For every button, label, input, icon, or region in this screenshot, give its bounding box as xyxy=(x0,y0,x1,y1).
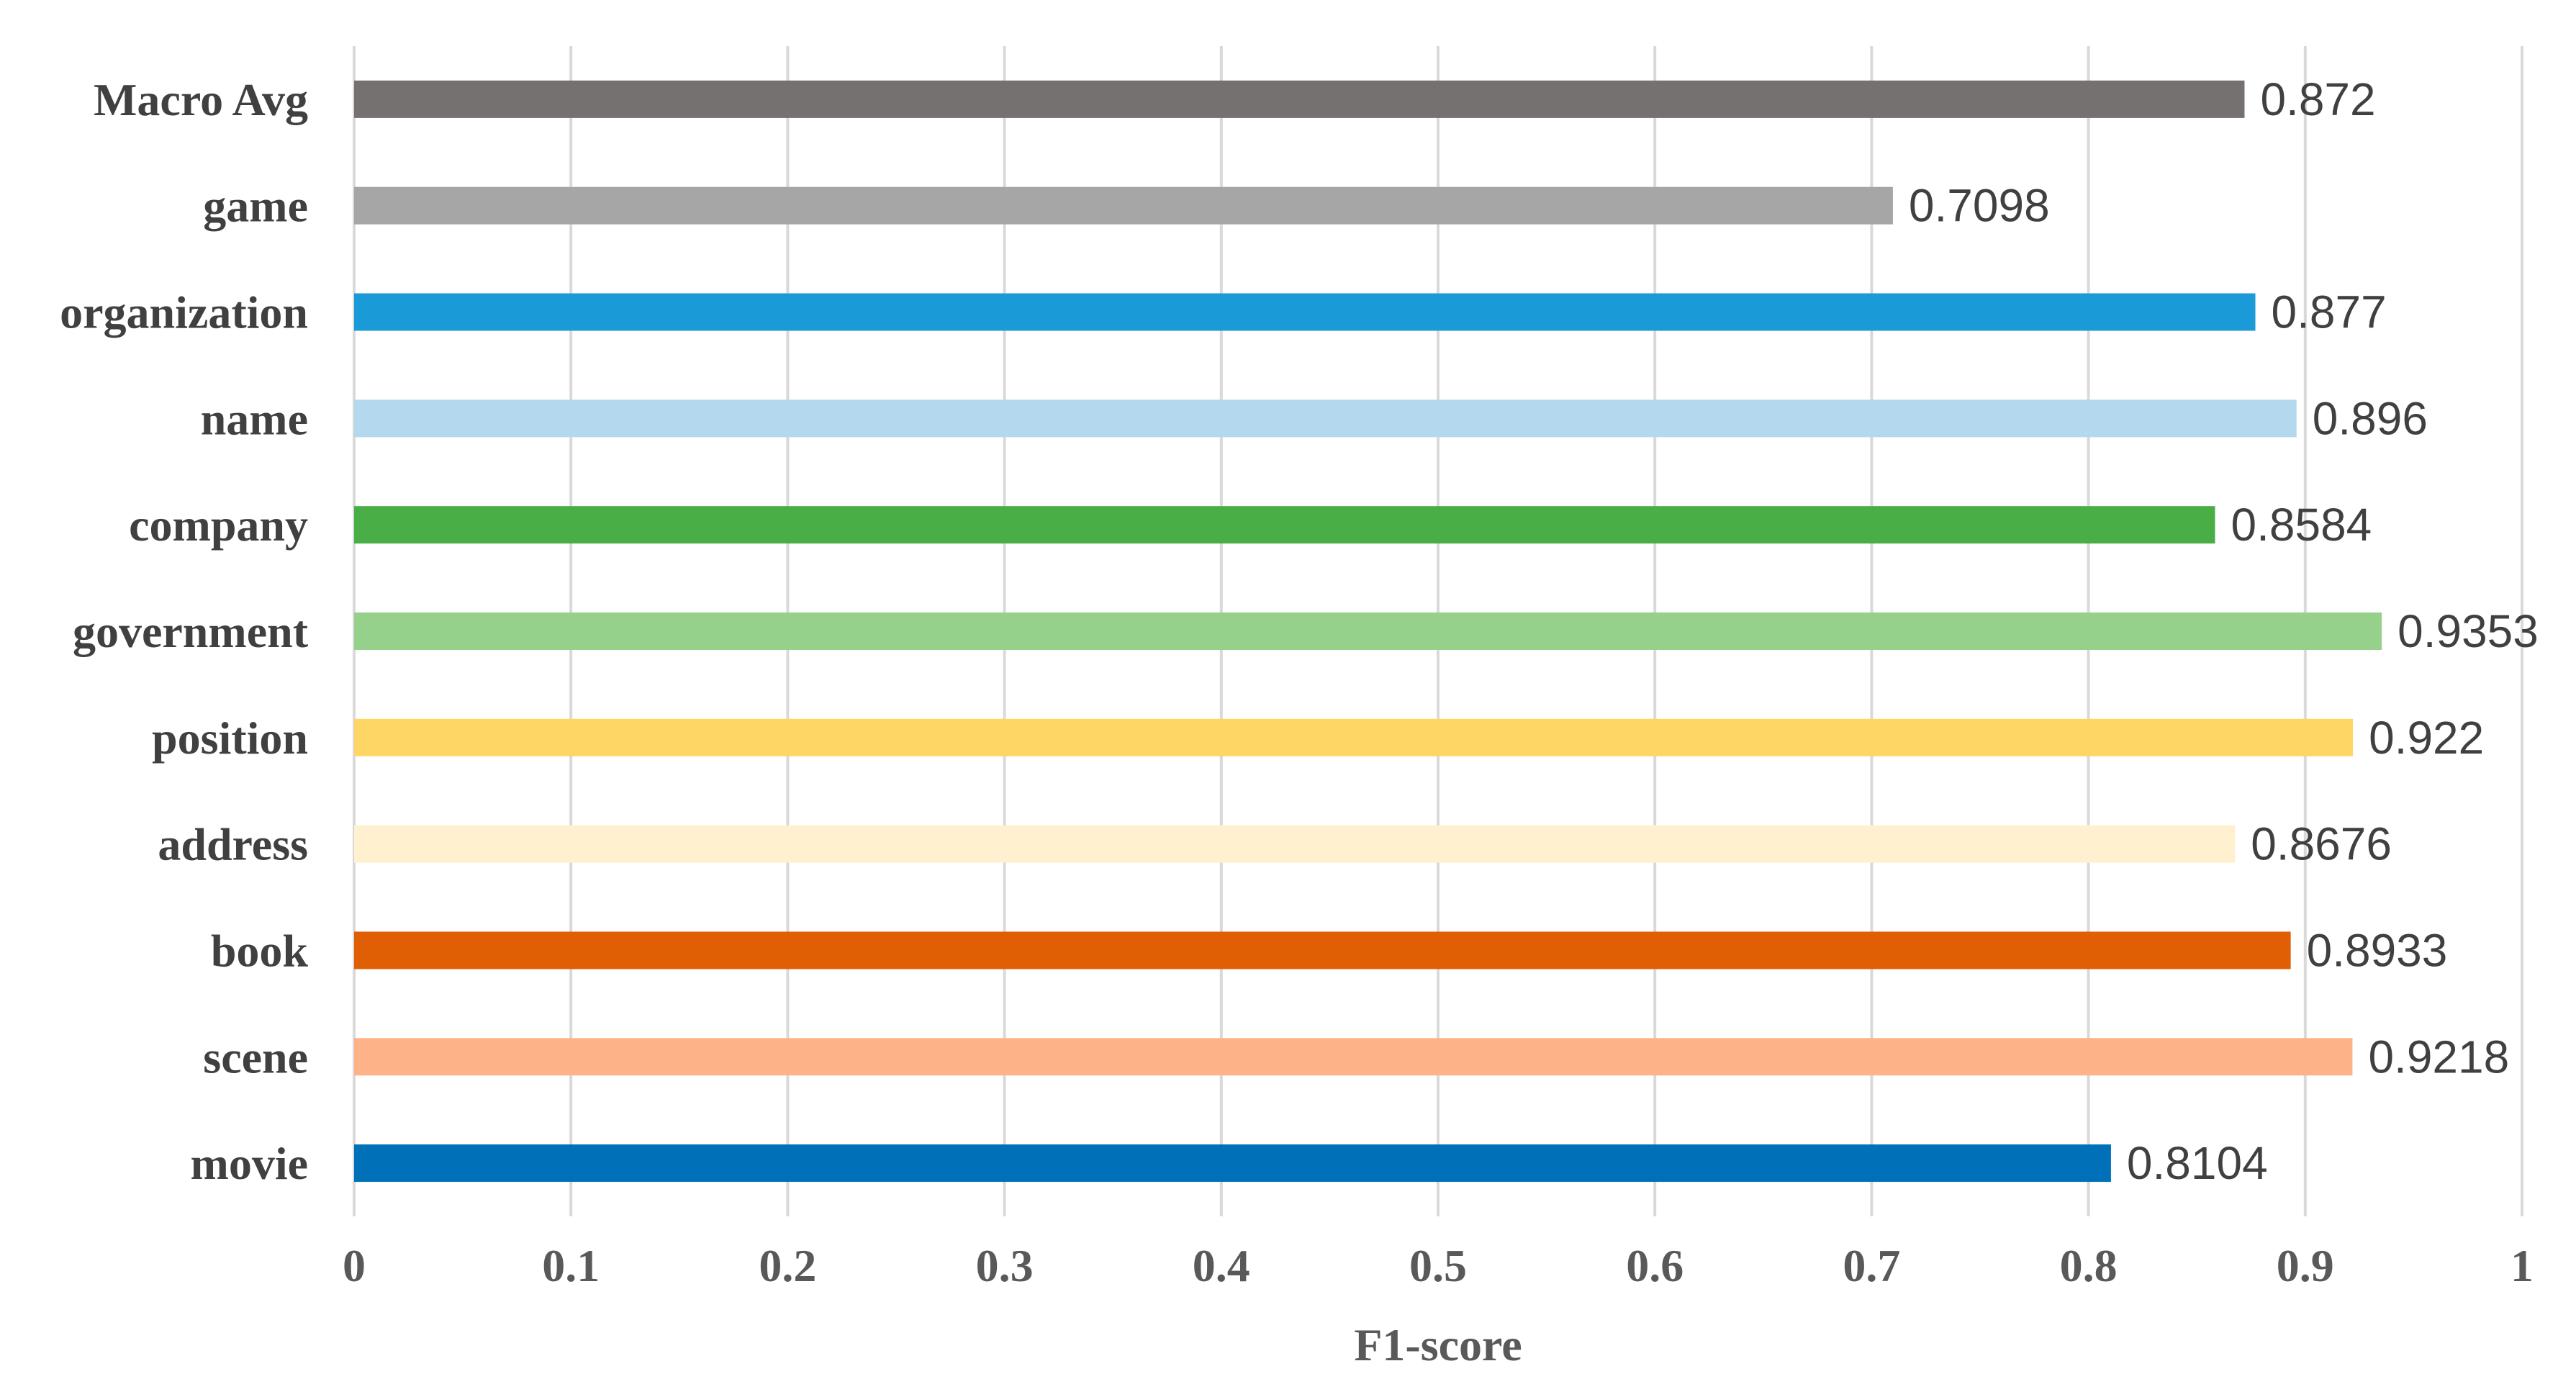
x-tick-label-6: 0.6 xyxy=(1626,1240,1684,1291)
category-label-game: game xyxy=(203,181,308,232)
bar-government xyxy=(354,612,2382,650)
data-label-book: 0.8933 xyxy=(2307,924,2448,976)
x-tick-label-1: 0.1 xyxy=(542,1240,600,1291)
data-label-address: 0.8676 xyxy=(2251,818,2392,870)
bar-movie xyxy=(354,1144,2111,1183)
data-label-company: 0.8584 xyxy=(2231,499,2372,551)
bar-scene xyxy=(354,1038,2353,1076)
bar-organization xyxy=(354,293,2256,331)
x-tick-label-8: 0.8 xyxy=(2060,1240,2118,1291)
category-label-address: address xyxy=(158,819,308,870)
data-label-name: 0.896 xyxy=(2313,392,2428,444)
category-label-book: book xyxy=(211,925,309,976)
category-label-macro-avg: Macro Avg xyxy=(94,74,308,125)
category-label-position: position xyxy=(152,713,308,764)
category-label-scene: scene xyxy=(203,1031,308,1082)
labels: 0 0.1 0.2 0.3 0.4 0.5 0.6 0.7 0.8 0.9 1 Macro Avg 0.… xyxy=(60,73,2539,1291)
x-tick-label-0: 0 xyxy=(343,1240,366,1291)
category-label-government: government xyxy=(73,606,309,657)
data-label-game: 0.7098 xyxy=(1909,180,2050,232)
data-label-scene: 0.9218 xyxy=(2368,1031,2509,1082)
x-tick-label-7: 0.7 xyxy=(1843,1240,1900,1291)
x-tick-label-3: 0.3 xyxy=(976,1240,1034,1291)
bar-name xyxy=(354,399,2297,438)
bar-book xyxy=(354,931,2291,969)
data-label-position: 0.922 xyxy=(2369,712,2484,764)
category-label-company: company xyxy=(129,499,308,551)
bar-game xyxy=(354,186,1893,225)
category-label-movie: movie xyxy=(191,1138,309,1189)
category-label-organization: organization xyxy=(60,287,308,338)
x-tick-label-4: 0.4 xyxy=(1193,1240,1250,1291)
data-label-macro-avg: 0.872 xyxy=(2260,73,2375,125)
bar-address xyxy=(354,825,2236,863)
data-label-movie: 0.8104 xyxy=(2127,1137,2268,1189)
bar-company xyxy=(354,506,2215,544)
bars xyxy=(354,80,2382,1183)
x-tick-label-9: 0.9 xyxy=(2277,1240,2334,1291)
data-label-organization: 0.877 xyxy=(2272,286,2387,338)
category-label-name: name xyxy=(201,393,308,444)
data-label-government: 0.9353 xyxy=(2398,605,2539,657)
x-axis-title: F1-score xyxy=(1354,1319,1522,1370)
x-tick-label-5: 0.5 xyxy=(1409,1240,1467,1291)
x-tick-label-10: 1 xyxy=(2511,1240,2534,1291)
x-tick-label-2: 0.2 xyxy=(759,1240,816,1291)
bar-macro-avg xyxy=(354,80,2245,118)
bar-position xyxy=(354,718,2354,756)
